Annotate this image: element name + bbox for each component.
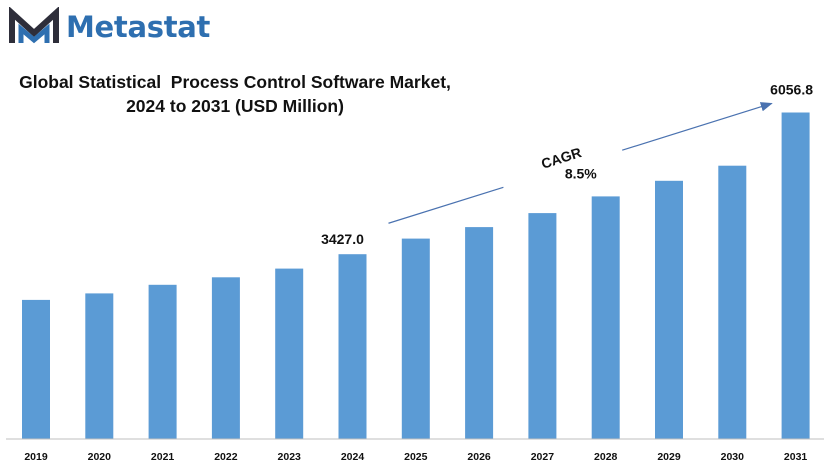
cagr-arrow-segment-2 bbox=[622, 102, 773, 151]
x-tick-label-2022: 2022 bbox=[214, 451, 238, 463]
chart-title-line-2: 2024 to 2031 (USD Million) bbox=[126, 96, 344, 116]
bar-2030 bbox=[718, 165, 747, 439]
bar-2023 bbox=[275, 268, 304, 439]
bar-2024 bbox=[338, 254, 367, 439]
chart-title: Global Statistical Process Control Softw… bbox=[0, 70, 470, 118]
x-tick-label-2027: 2027 bbox=[531, 451, 555, 463]
x-tick-label-2031: 2031 bbox=[784, 451, 808, 463]
x-tick-label-2021: 2021 bbox=[151, 451, 175, 463]
x-tick-label-2028: 2028 bbox=[594, 451, 618, 463]
bar-2027 bbox=[528, 213, 557, 439]
metastat-m-icon bbox=[9, 7, 59, 44]
chart-title-line-1: Global Statistical Process Control Softw… bbox=[19, 72, 451, 92]
data-label-2031: 6056.8 bbox=[770, 82, 813, 98]
bar-2025 bbox=[401, 238, 430, 439]
bar-2022 bbox=[211, 277, 240, 439]
bar-2028 bbox=[591, 196, 620, 439]
x-tick-label-2023: 2023 bbox=[278, 451, 302, 463]
bar-2029 bbox=[655, 180, 683, 440]
x-tick-label-2030: 2030 bbox=[721, 451, 745, 463]
bar-2020 bbox=[85, 293, 114, 439]
data-label-2024: 3427.0 bbox=[321, 231, 364, 247]
bar-2031 bbox=[781, 112, 810, 439]
x-tick-label-2019: 2019 bbox=[24, 451, 48, 463]
bar-2019 bbox=[22, 299, 50, 439]
bar-2021 bbox=[148, 284, 177, 439]
cagr-value: 8.5% bbox=[565, 166, 597, 182]
brand-logo: Metastat bbox=[8, 6, 210, 48]
bar-2026 bbox=[465, 227, 494, 439]
brand-name: Metastat bbox=[66, 10, 211, 44]
x-tick-label-2020: 2020 bbox=[88, 451, 112, 463]
x-tick-label-2024: 2024 bbox=[341, 451, 365, 463]
x-tick-label-2025: 2025 bbox=[404, 451, 428, 463]
x-tick-label-2026: 2026 bbox=[467, 451, 491, 463]
x-tick-label-2029: 2029 bbox=[657, 451, 681, 463]
cagr-arrow-segment-1 bbox=[388, 186, 504, 224]
